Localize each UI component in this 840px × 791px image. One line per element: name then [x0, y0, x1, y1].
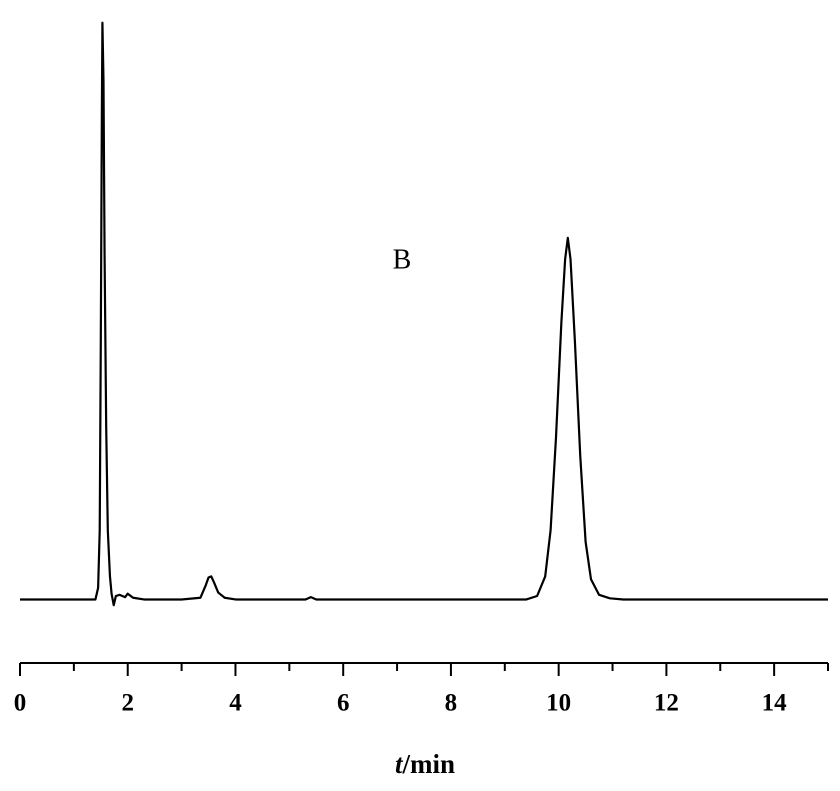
x-tick-label: 10: [546, 690, 571, 717]
x-tick-label: 6: [337, 690, 350, 717]
x-tick-label: 8: [445, 690, 458, 717]
x-tick-label: 12: [654, 690, 679, 717]
x-tick-label: 4: [229, 690, 242, 717]
x-axis-label-unit: /min: [402, 749, 456, 779]
x-tick-label: 0: [14, 690, 27, 717]
x-tick-label: 2: [121, 690, 134, 717]
chromatogram-line: [20, 21, 828, 607]
x-axis-label: t/min: [395, 749, 455, 779]
annotation: B: [393, 244, 412, 275]
x-tick-label: 14: [762, 690, 788, 717]
x-axis-label-variable: t: [395, 749, 404, 779]
